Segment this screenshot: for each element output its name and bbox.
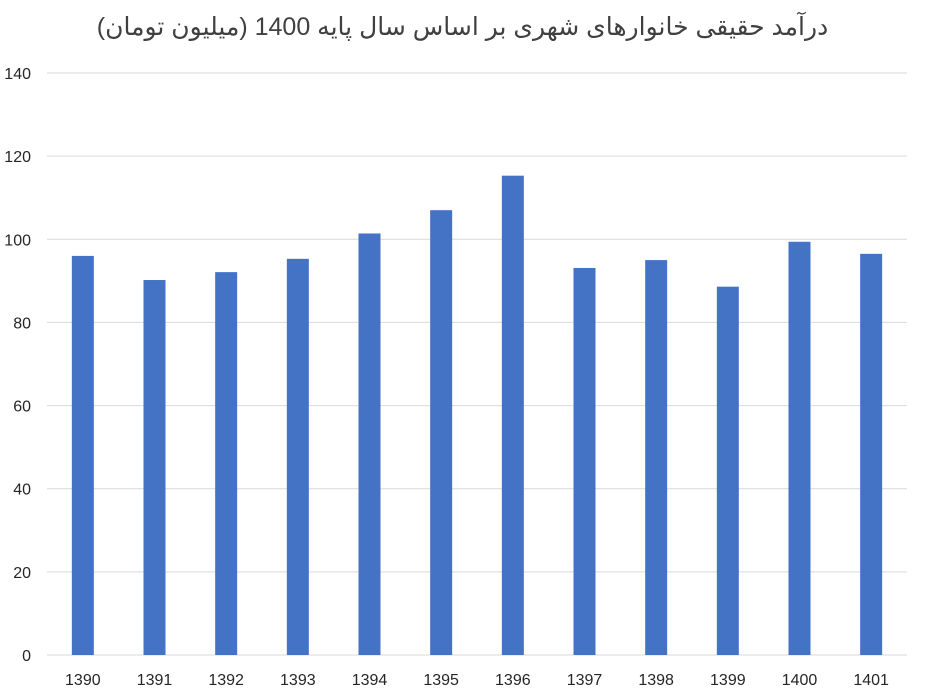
bar-1391 [143,280,166,655]
bar-1390 [71,255,94,655]
x-tick-label: 1393 [280,672,316,689]
bar-1396 [501,175,524,655]
x-tick-label: 1391 [137,672,173,689]
y-tick-label: 60 [13,399,31,416]
bar-1397 [573,267,596,655]
bar-1393 [286,258,309,655]
y-tick-label: 140 [4,66,31,83]
x-tick-label: 1401 [853,672,889,689]
y-tick-label: 120 [4,149,31,166]
y-tick-label: 0 [22,648,31,665]
y-tick-label: 20 [13,565,31,582]
gridlines [47,72,907,656]
x-axis-ticks: 1390 1391 1392 1393 1394 1395 1396 1397 1398 1399… [65,672,889,689]
x-tick-label: 1396 [495,672,531,689]
bar-1401 [860,253,883,656]
y-tick-label: 40 [13,482,31,499]
x-tick-label: 1398 [638,672,674,689]
y-tick-label: 100 [4,232,31,249]
x-tick-label: 1400 [782,672,818,689]
bar-1392 [215,272,238,655]
bar-1399 [716,286,739,655]
chart-title: درآمد حقیقی خانوارهای شهری بر اساس سال پ… [96,13,829,41]
bar-1398 [645,260,668,655]
x-tick-label: 1394 [352,672,388,689]
x-tick-label: 1390 [65,672,101,689]
x-tick-label: 1399 [710,672,746,689]
bar-1395 [430,210,453,655]
x-tick-label: 1395 [423,672,459,689]
y-tick-label: 80 [13,315,31,332]
x-tick-label: 1392 [208,672,244,689]
bars [71,175,883,656]
y-axis-ticks: 0 20 40 60 80 100 120 140 [4,66,31,665]
x-tick-label: 1397 [567,672,603,689]
bar-1394 [358,233,381,656]
bar-1400 [788,241,811,655]
